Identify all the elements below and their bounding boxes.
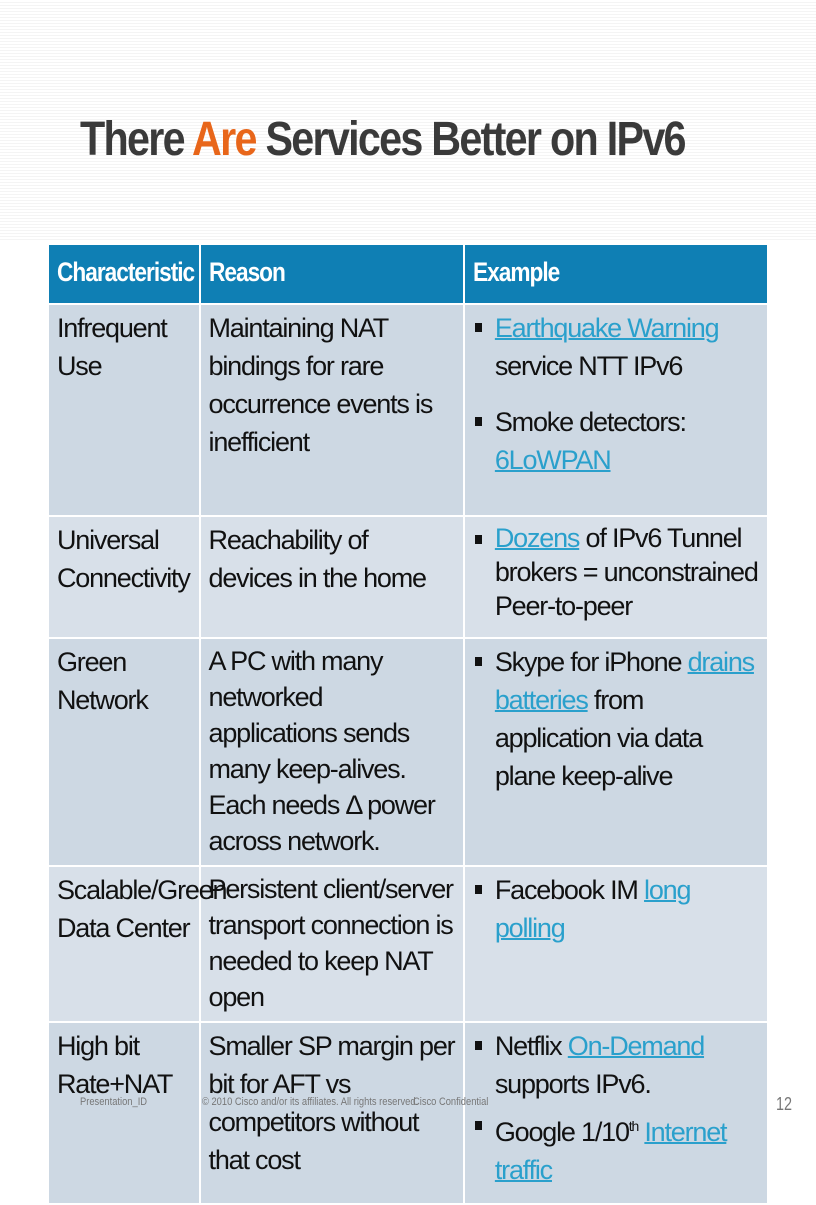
services-table: Characteristic Reason Example Infrequent… (47, 243, 770, 1205)
drains-batteries-link[interactable]: drains batteries (494, 647, 755, 715)
list-item: Facebook IM long polling (473, 871, 759, 947)
superscript: th (628, 1118, 640, 1134)
example-list: Skype for iPhone drains batteries from a… (473, 643, 759, 795)
cell-characteristic: Universal Connectivity (47, 515, 201, 639)
cell-example: Earthquake Warning service NTT IPv6 Smok… (462, 303, 770, 517)
example-list: Netflix On-Demand supports IPv6. Google … (473, 1027, 759, 1189)
cell-reason: Persistent client/server transport conne… (198, 865, 465, 1023)
example-text: from application via data plane keep-ali… (494, 685, 703, 791)
reason-text: Reachability of devices in the home (208, 525, 428, 593)
long-polling-link[interactable]: long polling (494, 875, 692, 943)
6lowpan-link[interactable]: 6LoWPAN (494, 445, 612, 475)
example-text: Smoke detectors: (494, 407, 687, 437)
example-text: Skype for iPhone (494, 647, 688, 677)
characteristic-text: Scalable/Green Data Center (57, 875, 228, 943)
characteristic-text: Green Network (57, 647, 149, 715)
example-text: service NTT IPv6 (494, 351, 684, 381)
reason-text: Persistent client/server transport conne… (208, 874, 455, 1012)
header-label: Characteristic (57, 257, 195, 287)
header-label: Example (472, 257, 560, 287)
on-demand-link[interactable]: On-Demand (567, 1031, 705, 1061)
characteristic-text: High bit Rate+NAT (57, 1031, 173, 1099)
cell-example: Skype for iPhone drains batteries from a… (462, 637, 770, 867)
characteristic-text: Infrequent Use (57, 313, 168, 381)
earthquake-warning-link[interactable]: Earthquake Warning (494, 313, 720, 343)
example-text: of IPv6 Tunnel brokers = unconstrained P… (494, 523, 759, 621)
header-characteristic: Characteristic (47, 243, 201, 305)
example-list: Earthquake Warning service NTT IPv6 Smok… (473, 309, 759, 479)
title-text: Services Better on IPv6 (255, 113, 686, 166)
cell-characteristic: Scalable/Green Data Center (47, 865, 228, 1023)
example-list: Dozens of IPv6 Tunnel brokers = unconstr… (473, 521, 759, 623)
cell-example: Facebook IM long polling (462, 865, 770, 1023)
list-item: Earthquake Warning service NTT IPv6 (473, 309, 759, 385)
header-label: Reason (208, 257, 286, 287)
example-text: supports IPv6. (494, 1069, 652, 1099)
list-item: Smoke detectors: 6LoWPAN (473, 403, 759, 479)
table-row: High bit Rate+NAT Smaller SP margin per … (47, 1021, 770, 1205)
cell-characteristic: Infrequent Use (47, 303, 201, 517)
list-item: Skype for iPhone drains batteries from a… (473, 643, 759, 795)
characteristic-text: Universal Connectivity (57, 525, 191, 593)
table-header-row: Characteristic Reason Example (47, 243, 770, 305)
example-text: Facebook IM (494, 875, 645, 905)
example-text: Google 1/10 (494, 1117, 630, 1147)
dozens-link[interactable]: Dozens (494, 523, 581, 553)
table-row: Universal Connectivity Reachability of d… (47, 515, 770, 639)
reason-text: Maintaining NAT bindings for rare occurr… (208, 313, 434, 457)
cell-characteristic: Green Network (47, 637, 201, 867)
example-text: Netflix (494, 1031, 568, 1061)
example-list: Facebook IM long polling (473, 871, 759, 947)
list-item: Dozens of IPv6 Tunnel brokers = unconstr… (473, 521, 759, 623)
table-row: Infrequent Use Maintaining NAT bindings … (47, 303, 770, 517)
header-reason: Reason (198, 243, 465, 305)
confidential-label: Cisco Confidential (413, 1096, 489, 1108)
title-accent-word: Are (192, 113, 257, 166)
table-row: Green Network A PC with many networked a… (47, 637, 770, 867)
title-band (0, 0, 816, 240)
table-row: Scalable/Green Data Center Persistent cl… (47, 865, 770, 1023)
cell-reason: Maintaining NAT bindings for rare occurr… (198, 303, 465, 517)
page-number: 12 (776, 1094, 793, 1114)
cell-example: Netflix On-Demand supports IPv6. Google … (462, 1021, 770, 1205)
list-item: Netflix On-Demand supports IPv6. (473, 1027, 759, 1103)
cell-reason: A PC with many networked applications se… (198, 637, 465, 867)
header-example: Example (462, 243, 770, 305)
cell-example: Dozens of IPv6 Tunnel brokers = unconstr… (462, 515, 770, 639)
cell-reason: Reachability of devices in the home (198, 515, 465, 639)
cell-characteristic: High bit Rate+NAT (47, 1021, 201, 1205)
reason-text: A PC with many networked applications se… (208, 646, 436, 856)
presentation-id: Presentation_ID (80, 1096, 148, 1108)
slide-title: There Are Services Better on IPv6 (80, 112, 687, 167)
cell-reason: Smaller SP margin per bit for AFT vs com… (198, 1021, 465, 1205)
copyright: © 2010 Cisco and/or its affiliates. All … (202, 1096, 419, 1108)
title-text: There (80, 113, 193, 166)
list-item: Google 1/10th Internet traffic (473, 1107, 759, 1189)
